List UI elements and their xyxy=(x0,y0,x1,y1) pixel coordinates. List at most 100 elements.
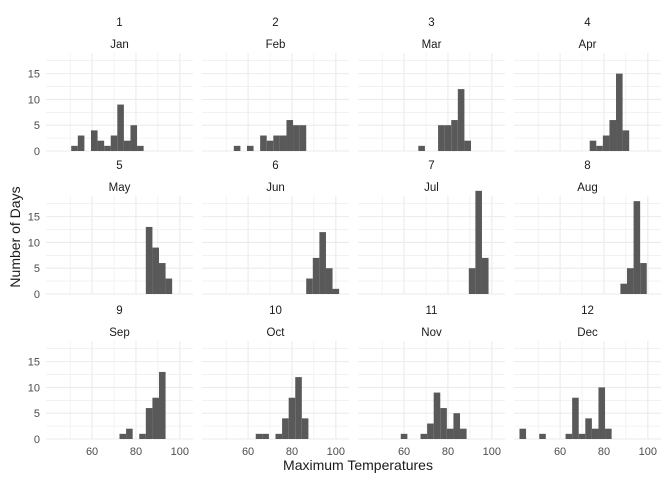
histogram-bar xyxy=(299,125,307,151)
y-tick-label: 10 xyxy=(28,94,40,106)
y-tick-label: 5 xyxy=(34,408,40,420)
histogram-bar xyxy=(457,89,465,151)
histogram-bar xyxy=(446,428,454,439)
histogram-bar xyxy=(633,201,641,294)
histogram-bar xyxy=(275,433,283,439)
histogram-bar xyxy=(481,257,489,294)
histogram-bar xyxy=(418,145,425,151)
histogram-bar xyxy=(279,135,287,151)
histogram-bar xyxy=(104,145,111,151)
histogram-bar xyxy=(152,247,159,294)
histogram-bar xyxy=(273,135,280,151)
x-axis-label: Maximum Temperatures xyxy=(283,457,433,473)
histogram-bar xyxy=(640,263,647,294)
histogram-bar xyxy=(110,135,118,151)
facet-month-label: Aug xyxy=(577,182,597,194)
facet-panel-sep xyxy=(46,341,193,440)
facet-panel-jul xyxy=(358,190,505,295)
facet-month-label: Feb xyxy=(266,39,286,51)
histogram-bar xyxy=(262,433,269,439)
x-tick-label: 60 xyxy=(242,446,254,458)
x-tick-label: 60 xyxy=(86,446,98,458)
facet-number-label: 3 xyxy=(428,17,434,29)
histogram-bar xyxy=(475,190,482,294)
histogram-bar xyxy=(158,263,166,294)
histogram-bar xyxy=(451,120,458,151)
x-tick-label: 100 xyxy=(483,446,501,458)
histogram-bar xyxy=(539,433,546,439)
histogram-bar xyxy=(77,135,85,151)
histogram-bar xyxy=(438,125,445,151)
facet-month-label: Nov xyxy=(421,327,442,339)
facet-month-label: Jan xyxy=(110,39,129,51)
facet-number-label: 10 xyxy=(269,305,282,317)
histogram-bar xyxy=(585,418,592,439)
histogram-bar xyxy=(90,130,98,151)
histogram-bar xyxy=(286,120,294,151)
x-tick-label: 80 xyxy=(286,446,298,458)
facet-panel-aug xyxy=(514,196,661,295)
facet-number-label: 6 xyxy=(272,160,278,172)
histogram-bar xyxy=(420,433,428,439)
y-tick-label: 5 xyxy=(34,120,40,132)
histogram-bar xyxy=(119,433,127,439)
histogram-bar xyxy=(440,408,447,439)
histogram-bar xyxy=(605,428,612,439)
histogram-bar xyxy=(246,145,254,151)
facet-month-label: Jun xyxy=(266,182,285,194)
facet-panel-jun xyxy=(202,196,349,295)
histogram-bar xyxy=(602,135,610,151)
facet-number-label: 1 xyxy=(116,17,122,29)
facet-month-label: May xyxy=(109,182,131,194)
x-tick-label: 80 xyxy=(442,446,454,458)
histogram-bar xyxy=(589,140,597,151)
histogram-bar xyxy=(301,418,309,439)
x-tick-label: 80 xyxy=(130,446,142,458)
y-tick-label: 10 xyxy=(28,382,40,394)
histogram-bar xyxy=(126,428,133,439)
histogram-bar xyxy=(139,433,146,439)
histogram-bar xyxy=(137,145,144,151)
x-tick-label: 80 xyxy=(598,446,610,458)
y-tick-label: 5 xyxy=(34,263,40,275)
y-tick-label: 0 xyxy=(34,146,40,158)
histogram-bar xyxy=(282,418,289,439)
histogram-bar xyxy=(266,140,274,151)
facet-panel-jan xyxy=(46,53,193,152)
histogram-bar xyxy=(255,433,263,439)
facet-panel-feb xyxy=(202,53,349,152)
histogram-bar xyxy=(295,377,302,439)
histogram-bar xyxy=(468,268,476,294)
histogram-bar xyxy=(622,130,630,151)
histogram-bar xyxy=(233,145,241,151)
facet-number-label: 8 xyxy=(584,160,590,172)
x-tick-label: 60 xyxy=(554,446,566,458)
facet-number-label: 5 xyxy=(116,160,122,172)
histogram-bar xyxy=(598,387,606,439)
y-tick-label: 10 xyxy=(28,237,40,249)
histogram-bar xyxy=(519,428,527,439)
facet-number-label: 7 xyxy=(428,160,434,172)
histogram-bar xyxy=(145,226,153,294)
facet-panel-may xyxy=(46,196,193,295)
histogram-bar xyxy=(312,257,320,294)
y-tick-label: 0 xyxy=(34,289,40,301)
histogram-bar xyxy=(71,145,78,151)
histogram-bar xyxy=(453,413,461,439)
histogram-bar xyxy=(293,125,300,151)
histogram-bar xyxy=(288,397,296,439)
histogram-bar xyxy=(152,397,159,439)
histogram-bar xyxy=(578,433,586,439)
histogram-bar xyxy=(332,288,340,294)
facet-number-label: 9 xyxy=(116,305,122,317)
histogram-bar xyxy=(427,423,434,439)
facet-month-label: Apr xyxy=(579,39,597,51)
histogram-bar xyxy=(596,145,603,151)
facet-panel-nov xyxy=(358,341,505,440)
facet-panel-mar xyxy=(358,53,505,152)
facet-panel-dec xyxy=(514,341,661,440)
histogram-bar xyxy=(123,140,131,151)
y-tick-label: 0 xyxy=(34,434,40,446)
